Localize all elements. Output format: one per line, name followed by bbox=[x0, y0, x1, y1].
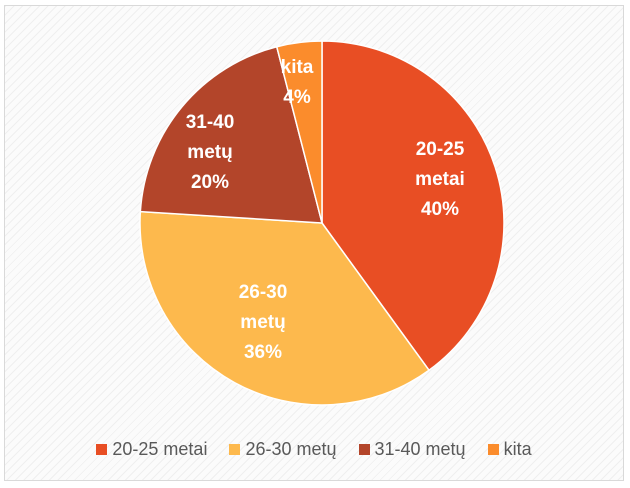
slice-label-1: 26-30 metų 36% bbox=[239, 282, 288, 363]
slice-label-2: 31-40 metų 20% bbox=[186, 112, 235, 193]
pie-slice-3 bbox=[275, 40, 323, 224]
legend-item-20-25: 20-25 metai bbox=[96, 439, 207, 460]
legend-item-26-30: 26-30 metų bbox=[229, 439, 337, 460]
slice-label-3: kita 4% bbox=[281, 57, 314, 108]
pie-chart: 20-25 metai 40% 26-30 metų 36% 31-40 metų 20% kit… bbox=[139, 40, 505, 406]
legend-swatch bbox=[229, 444, 241, 455]
legend-item-kita: kita bbox=[487, 439, 532, 460]
legend-label: 31-40 metų bbox=[374, 439, 466, 459]
legend-swatch bbox=[358, 444, 370, 455]
chart-area: 20-25 metai 40% 26-30 metų 36% 31-40 metų 20% kit… bbox=[4, 5, 624, 481]
legend-swatch bbox=[96, 444, 108, 455]
legend-label: 26-30 metų bbox=[245, 439, 337, 459]
pie-slice-2 bbox=[139, 45, 323, 224]
legend-swatch bbox=[487, 444, 499, 455]
legend: 20-25 metai 26-30 metų 31-40 metų kita bbox=[5, 439, 623, 460]
legend-label: 20-25 metai bbox=[112, 439, 208, 459]
slice-label-0: 20-25 metai 40% bbox=[415, 139, 465, 220]
legend-label: kita bbox=[503, 439, 532, 459]
legend-item-31-40: 31-40 metų bbox=[358, 439, 466, 460]
pie-slice-1 bbox=[139, 210, 431, 406]
pie-slice-0 bbox=[321, 40, 505, 372]
